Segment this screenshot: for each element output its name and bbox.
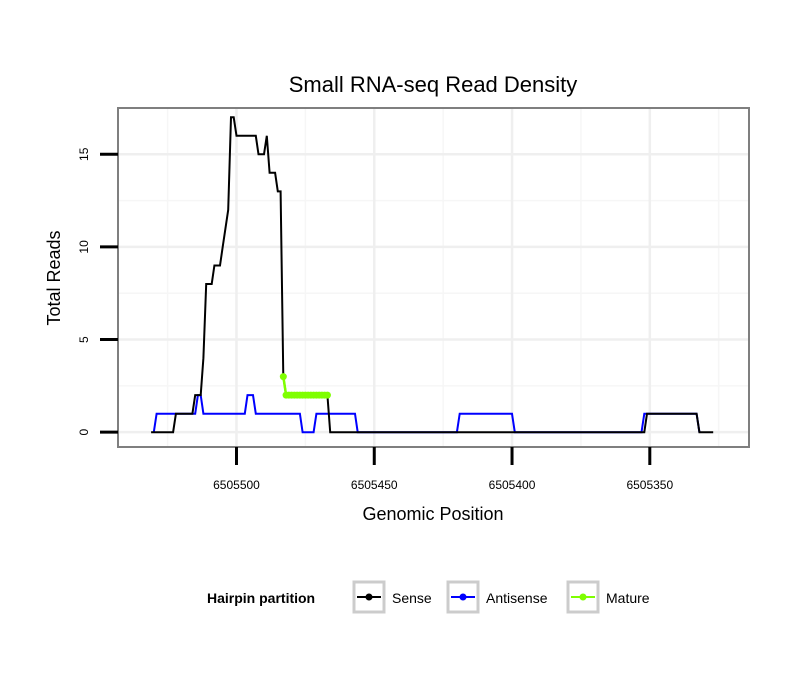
legend-label-sense: Sense [392,590,432,606]
x-axis: 6505500 6505450 6505400 6505350 [213,447,673,492]
legend-items: Sense Antisense Mature [352,580,650,614]
y-tick-label-3: 15 [77,147,91,161]
legend-title: Hairpin partition [207,590,315,606]
legend-key-point [579,593,587,601]
mature-point-16 [323,391,331,399]
legend-label-antisense: Antisense [486,590,548,606]
legend-key-mature [566,580,600,614]
x-axis-label: Genomic Position [362,504,503,524]
legend-label-mature: Mature [606,590,650,606]
x-tick-label-3: 6505350 [626,478,673,492]
legend-key-antisense [446,580,480,614]
y-tick-label-1: 5 [77,336,91,343]
chart-title: Small RNA-seq Read Density [289,72,578,97]
plot-panel [117,107,750,448]
legend-key-sense [352,580,386,614]
y-tick-label-2: 10 [77,240,91,254]
legend-key-point [365,593,373,601]
y-axis-label: Total Reads [44,230,64,325]
x-tick-label-1: 6505450 [351,478,398,492]
x-tick-label-2: 6505400 [489,478,536,492]
x-tick-label-0: 6505500 [213,478,260,492]
legend-key-point [459,593,467,601]
series-line-sense [151,116,714,434]
y-axis: 0 5 10 15 [77,147,118,436]
panel-background [118,108,749,447]
legend: Hairpin partition Sense Antisense Mature [207,580,650,614]
y-tick-label-0: 0 [77,429,91,436]
panel-border [117,107,750,448]
grid-lines [118,108,749,447]
series-layer [151,116,714,434]
mature-point-0 [279,373,287,381]
